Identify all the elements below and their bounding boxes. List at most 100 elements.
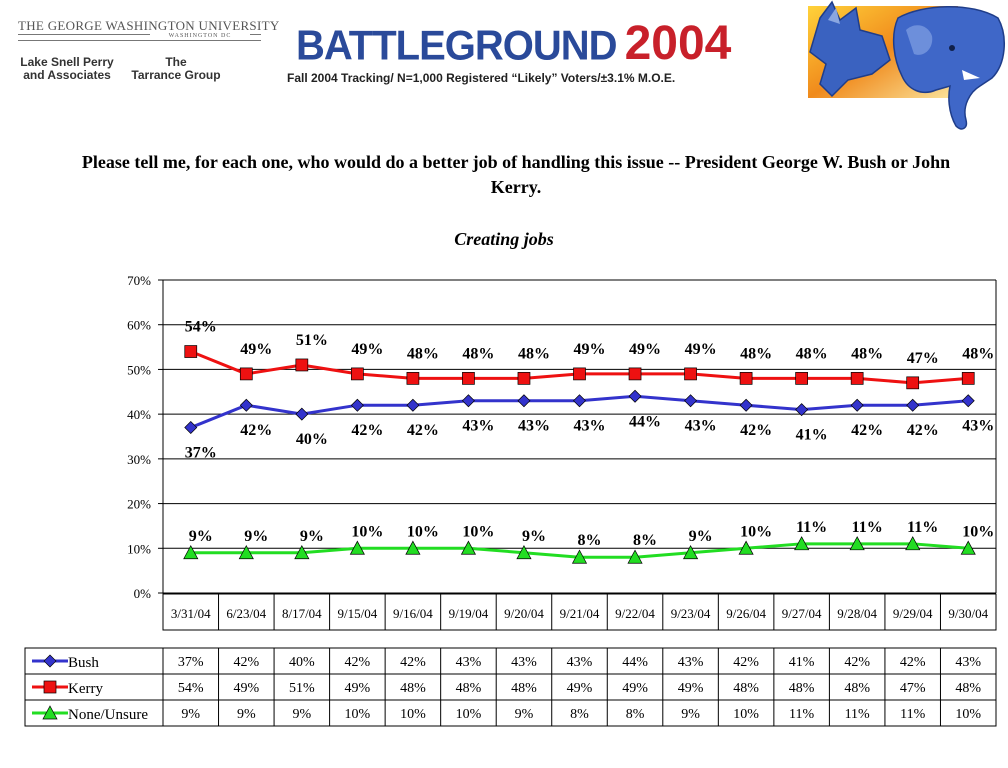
table-cell: 48% <box>400 681 426 696</box>
data-point-marker <box>628 367 642 381</box>
y-tick-label: 30% <box>127 452 151 467</box>
data-point-marker <box>906 376 920 390</box>
data-point-marker <box>461 394 475 408</box>
table-cell: 42% <box>733 655 759 670</box>
survey-question: Please tell me, for each one, who would … <box>81 152 951 197</box>
table-cell: 42% <box>844 655 870 670</box>
university-name-line1: THE GEORGE WASHINGTON UNIVERSITY <box>18 18 280 33</box>
data-label: 42% <box>351 422 383 439</box>
data-point-marker <box>684 394 698 408</box>
battleground-logo-word: BATTLEGROUND <box>296 22 618 70</box>
data-point-marker <box>961 372 975 385</box>
university-location: WASHINGTON DC <box>150 33 250 39</box>
y-tick-label: 60% <box>127 318 151 333</box>
table-cell: 49% <box>622 681 648 696</box>
table-cell: 47% <box>900 681 926 696</box>
legend-series-name: None/Unsure <box>68 707 148 723</box>
table-cell: 48% <box>456 681 482 696</box>
y-tick-label: 0% <box>134 586 152 601</box>
data-point-marker <box>573 394 586 408</box>
data-label: 40% <box>296 431 328 448</box>
data-point-marker <box>350 398 364 412</box>
x-category-label: 9/28/04 <box>837 606 877 621</box>
y-tick-label: 70% <box>127 273 151 288</box>
data-point-marker <box>294 545 310 560</box>
data-label: 48% <box>851 345 883 362</box>
data-label: 9% <box>522 528 546 545</box>
x-category-label: 9/22/04 <box>615 606 655 621</box>
x-category-label: 9/20/04 <box>504 606 544 621</box>
table-cell: 43% <box>511 655 537 670</box>
data-point-marker <box>239 367 253 381</box>
table-cell: 48% <box>955 681 981 696</box>
data-point-marker <box>460 540 477 555</box>
data-label: 51% <box>296 332 328 349</box>
data-point-marker <box>517 372 531 385</box>
data-label: 9% <box>244 528 268 545</box>
data-label: 9% <box>189 528 213 545</box>
table-cell: 43% <box>456 655 482 670</box>
table-cell: 48% <box>789 681 815 696</box>
data-point-marker <box>184 345 198 358</box>
table-cell: 49% <box>345 681 371 696</box>
data-point-marker <box>795 403 809 417</box>
data-label: 10% <box>740 523 772 540</box>
y-tick-label: 20% <box>127 497 151 512</box>
data-point-marker <box>795 372 808 385</box>
data-point-marker <box>295 358 309 372</box>
legend-marker <box>43 654 57 668</box>
table-cell: 42% <box>345 655 371 670</box>
data-point-marker <box>906 398 920 412</box>
table-cell: 10% <box>345 707 371 722</box>
x-category-label: 8/17/04 <box>282 606 322 621</box>
data-point-marker <box>238 545 254 560</box>
data-label: 42% <box>240 422 272 439</box>
data-label: 43% <box>574 418 606 435</box>
data-label: 49% <box>629 341 661 358</box>
data-label: 54% <box>185 319 217 336</box>
data-label: 11% <box>852 519 883 536</box>
y-tick-label: 40% <box>127 407 151 422</box>
table-cell: 10% <box>733 707 759 722</box>
x-category-label: 9/27/04 <box>782 606 822 621</box>
table-cell: 51% <box>289 681 315 696</box>
data-point-marker <box>794 536 810 551</box>
y-tick-label: 10% <box>127 541 151 556</box>
data-point-marker <box>961 394 975 408</box>
data-label: 44% <box>629 413 661 430</box>
series-layer <box>183 345 976 564</box>
data-label: 49% <box>351 341 383 358</box>
data-label: 48% <box>407 345 439 362</box>
data-point-marker <box>738 540 754 555</box>
data-label: 48% <box>796 345 828 362</box>
data-point-marker <box>295 407 309 421</box>
table-cell: 10% <box>400 707 426 722</box>
x-category-label: 9/30/04 <box>948 606 988 621</box>
data-label: 8% <box>578 532 602 549</box>
data-point-marker <box>739 372 753 385</box>
data-label: 47% <box>907 350 939 367</box>
x-category-label: 9/29/04 <box>893 606 933 621</box>
data-label: 37% <box>185 445 217 462</box>
data-label: 42% <box>907 422 939 439</box>
x-category-label: 6/23/04 <box>226 606 266 621</box>
table-row <box>24 699 997 727</box>
data-point-marker <box>462 372 475 385</box>
university-rule-top <box>18 34 261 35</box>
legend-series-name: Bush <box>68 655 99 671</box>
firm-lake-snell-perry: Lake Snell Perry and Associates <box>20 55 114 82</box>
data-label: 9% <box>689 528 713 545</box>
data-label: 43% <box>685 418 717 435</box>
x-category-label: 9/21/04 <box>560 606 600 621</box>
data-label: 49% <box>574 341 606 358</box>
table-cell: 44% <box>622 655 648 670</box>
label-layer: 37% 42% 40% 42% 42% 43% 43% 43% 44% 43% 42% 41% 42% 4… <box>185 319 994 550</box>
data-label: 42% <box>851 422 883 439</box>
table-cell: 42% <box>900 655 926 670</box>
table-cell: 42% <box>233 655 259 670</box>
data-label: 10% <box>462 523 494 540</box>
data-point-marker <box>571 549 588 564</box>
table-cell: 54% <box>178 681 204 696</box>
table-cell: 9% <box>681 707 700 722</box>
